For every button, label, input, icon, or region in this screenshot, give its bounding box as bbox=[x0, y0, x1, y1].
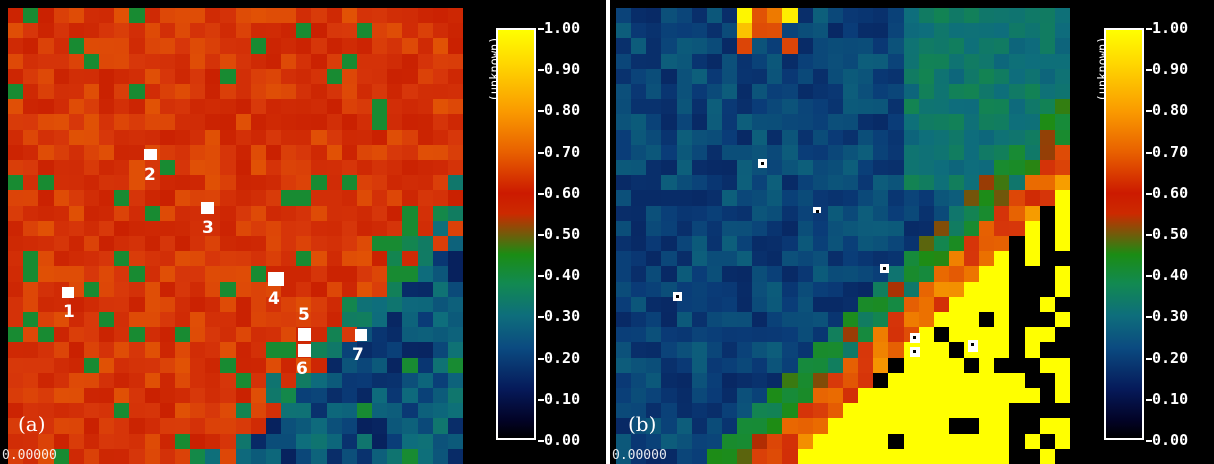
colorbar-a-tick: 0.50 bbox=[537, 225, 581, 243]
colorbar-b bbox=[1104, 28, 1144, 440]
colorbar-a-tick: 0.60 bbox=[537, 183, 581, 202]
colorbar-b-tick: 0.20 bbox=[1145, 348, 1189, 367]
colorbar-a-tick: 0.30 bbox=[537, 307, 581, 326]
marker-b-1 bbox=[673, 292, 682, 301]
marker-b-5 bbox=[910, 333, 920, 343]
colorbar-b-tick: 1.00 bbox=[1145, 19, 1189, 37]
panel-b-corner-value: 0.00000 bbox=[612, 448, 667, 463]
marker-1 bbox=[62, 287, 74, 298]
colorbar-b-tick: 0.50 bbox=[1145, 225, 1189, 243]
marker-2 bbox=[144, 149, 157, 160]
panel-b-label: (b) bbox=[628, 412, 657, 436]
colorbar-a-tick: 0.10 bbox=[537, 389, 581, 408]
colorbar-b-tick: 0.70 bbox=[1145, 142, 1189, 161]
marker-2-label: 2 bbox=[144, 165, 156, 185]
marker-4-label: 4 bbox=[268, 289, 280, 309]
panel-a-corner-value: 0.00000 bbox=[2, 448, 57, 463]
colorbar-a bbox=[496, 28, 536, 440]
marker-1-label: 1 bbox=[63, 302, 75, 322]
panel-a-label: (a) bbox=[18, 412, 46, 436]
marker-6-label: 6 bbox=[296, 359, 308, 379]
marker-7 bbox=[355, 329, 367, 341]
colorbar-a-tick: 1.00 bbox=[537, 19, 581, 37]
marker-6 bbox=[298, 344, 311, 357]
colorbar-b-tick: 0.10 bbox=[1145, 389, 1189, 408]
colorbar-b-tick: 0.80 bbox=[1145, 101, 1189, 120]
colorbar-a-tick: 0.70 bbox=[537, 142, 581, 161]
colorbar-a-tick: 0.40 bbox=[537, 266, 581, 285]
marker-b-4 bbox=[880, 264, 889, 273]
marker-5-label: 5 bbox=[298, 305, 310, 325]
colorbar-b-tick: 0.40 bbox=[1145, 266, 1189, 285]
marker-4 bbox=[268, 272, 284, 286]
colorbar-a-tick: 0.80 bbox=[537, 101, 581, 120]
heatmap-a bbox=[8, 8, 463, 464]
colorbar-b-tick: 0.60 bbox=[1145, 183, 1189, 202]
panel-b: (b) 0.00000 (unknown) 1.00 0.90 0.80 0.70 0.… bbox=[610, 0, 1214, 464]
colorbar-a-tick: 0.20 bbox=[537, 348, 581, 367]
marker-b-2 bbox=[758, 159, 767, 168]
colorbar-a-tick: 0.00 bbox=[537, 431, 581, 449]
marker-7-label: 7 bbox=[352, 345, 364, 365]
colorbar-b-tick: 0.00 bbox=[1145, 431, 1189, 449]
marker-b-7 bbox=[968, 340, 978, 352]
heatmap-b bbox=[616, 8, 1070, 464]
panel-a: 1 2 3 4 5 6 7 (a) 0.00000 (unknown) 1.00… bbox=[0, 0, 606, 464]
marker-5 bbox=[298, 328, 311, 341]
marker-3 bbox=[201, 202, 214, 214]
marker-3-label: 3 bbox=[202, 218, 214, 238]
marker-b-6 bbox=[910, 347, 920, 357]
colorbar-a-tick: 0.90 bbox=[537, 60, 581, 79]
marker-b-3 bbox=[813, 207, 821, 213]
colorbar-b-tick: 0.30 bbox=[1145, 307, 1189, 326]
colorbar-b-tick: 0.90 bbox=[1145, 60, 1189, 79]
